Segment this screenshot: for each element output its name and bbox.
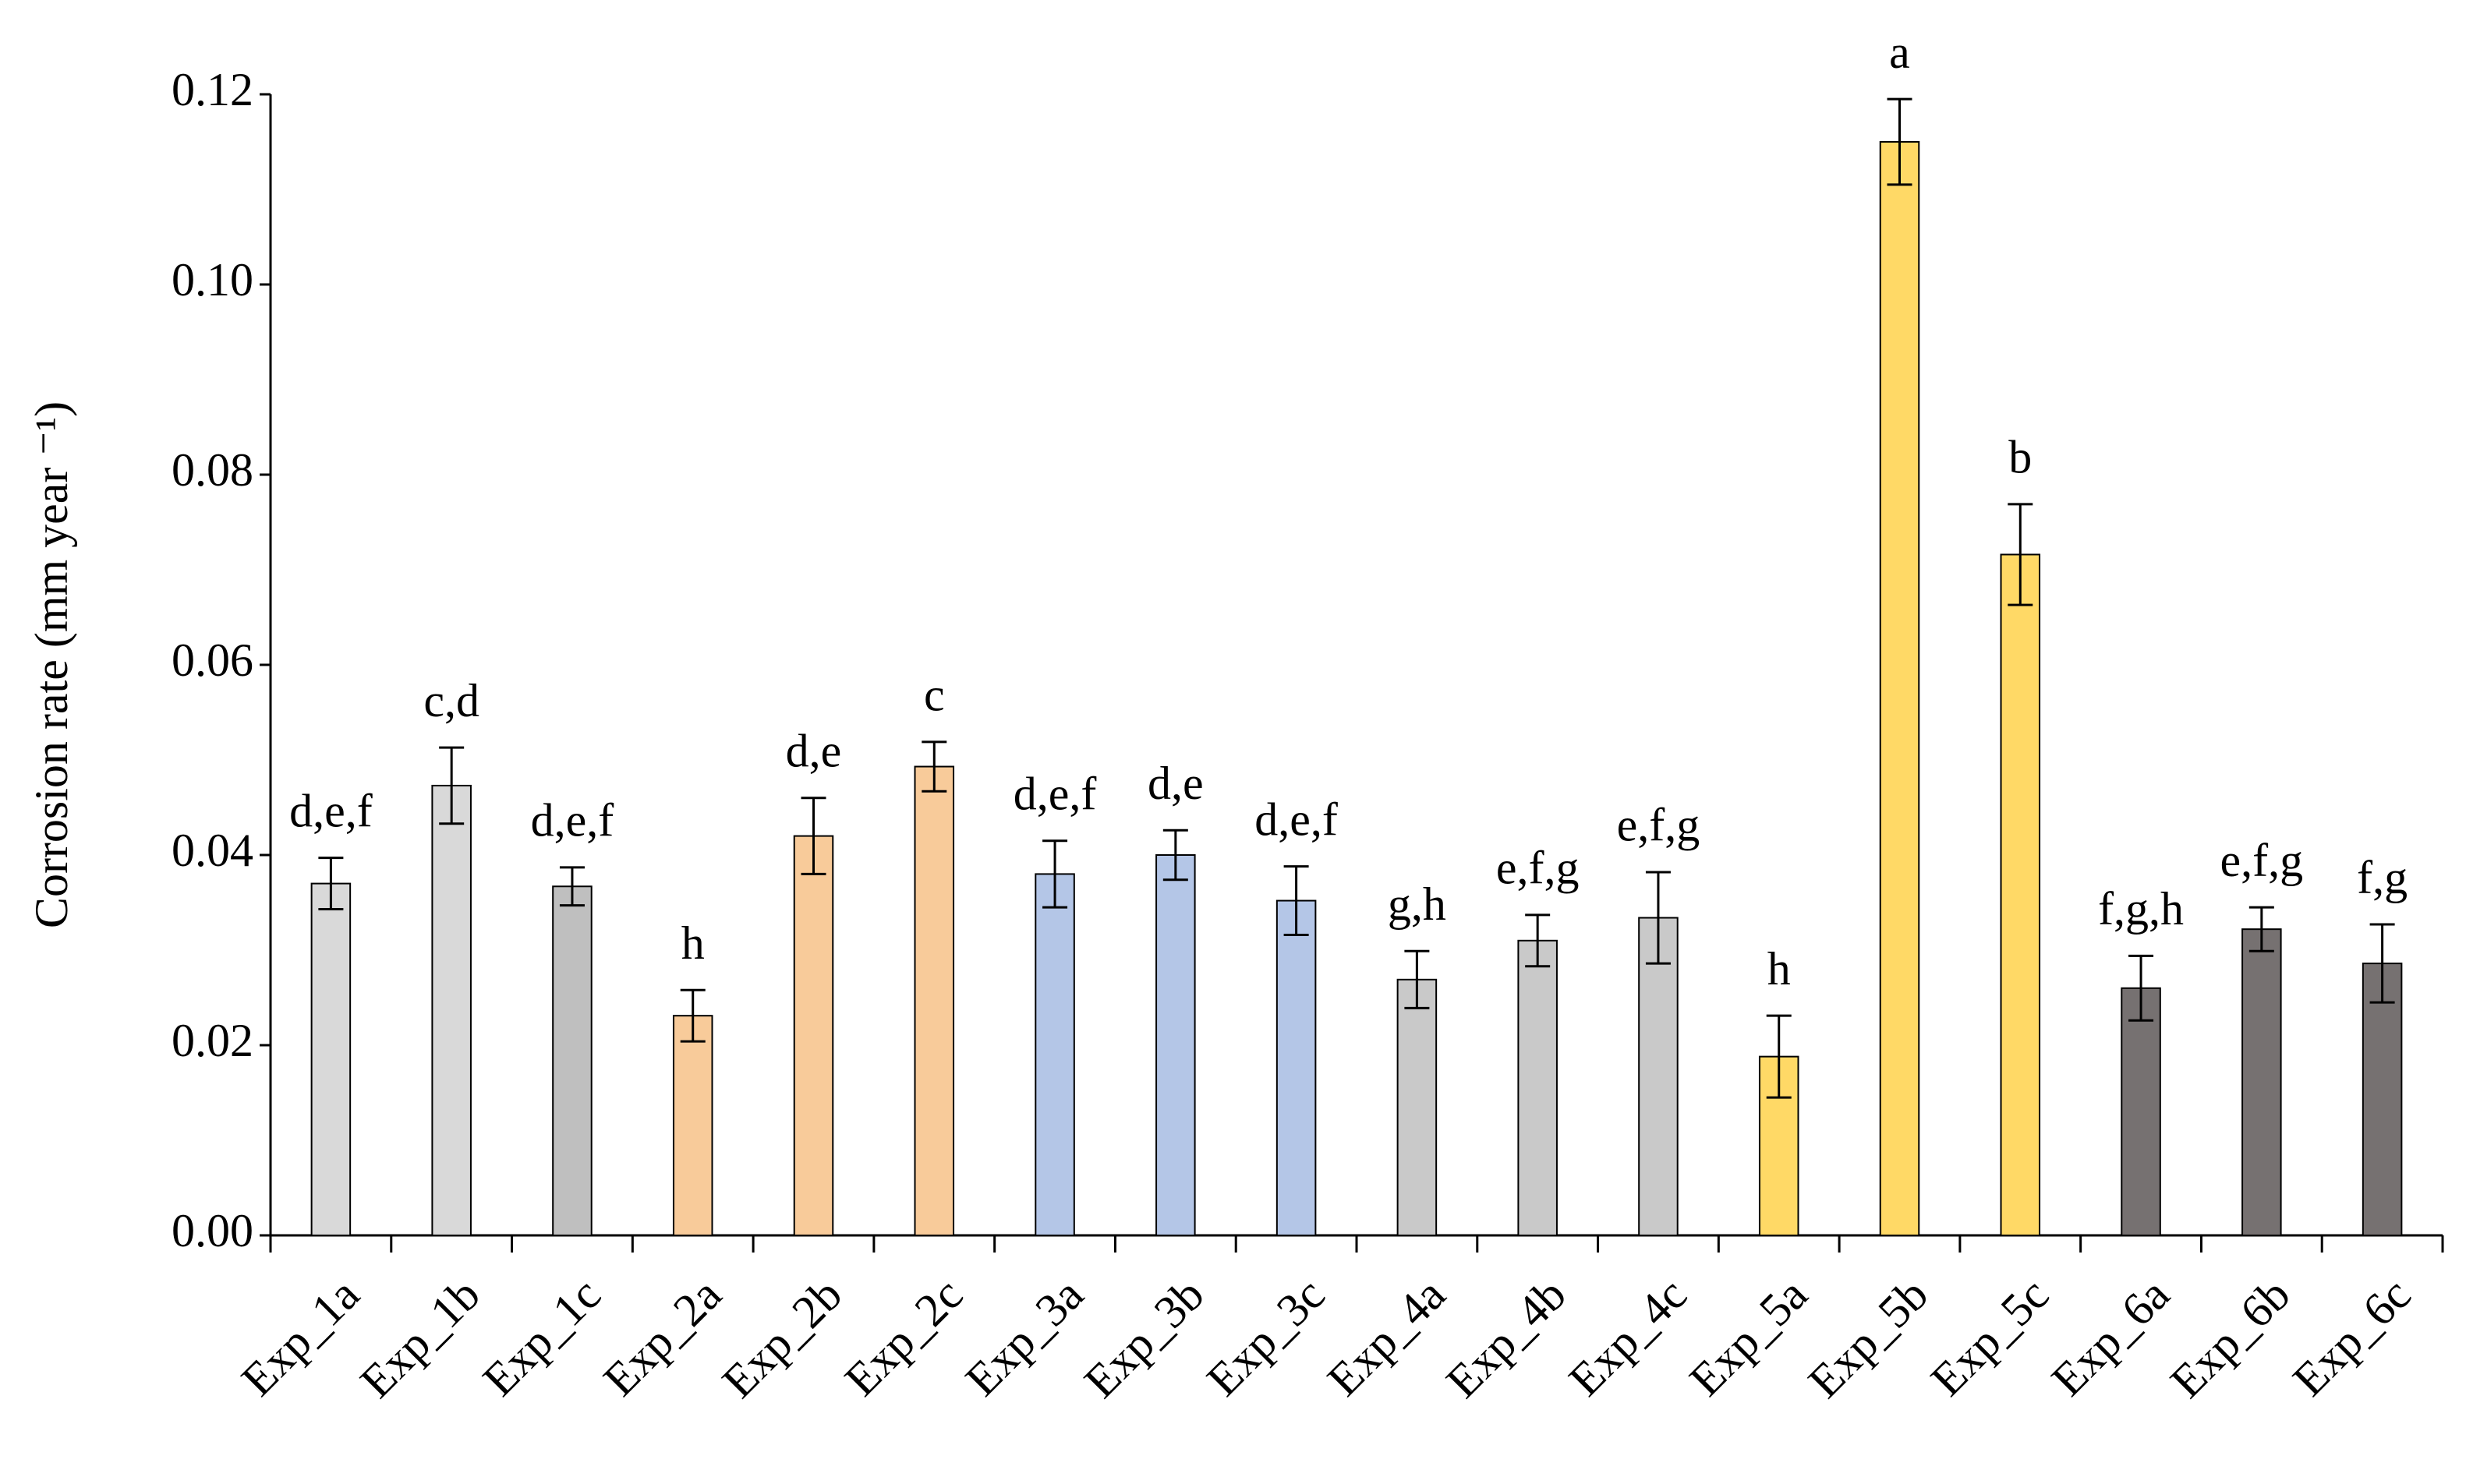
bar	[1155, 854, 1196, 1236]
significance-label: e,f,g	[1496, 843, 1580, 894]
x-tick-label: Exp_1b	[350, 1268, 490, 1408]
significance-label: d,e,f	[531, 795, 614, 846]
bar	[2000, 553, 2041, 1236]
bar	[1035, 873, 1075, 1237]
y-tick-label: 0.02	[172, 1015, 253, 1066]
significance-label: h	[681, 917, 705, 969]
x-tick-label: Exp_5c	[1921, 1268, 2058, 1405]
x-tick-label: Exp_5a	[1679, 1268, 1817, 1405]
bar	[1275, 899, 1317, 1237]
significance-label: d,e,f	[289, 785, 373, 836]
bar	[310, 882, 352, 1236]
x-tick-label: Exp_6c	[2283, 1268, 2420, 1405]
x-tick-label: Exp_5b	[1799, 1268, 1938, 1408]
bar	[1517, 939, 1558, 1237]
significance-label: d,e,f	[1254, 793, 1338, 845]
x-tick-label: Exp_2a	[593, 1268, 731, 1405]
x-tick-label: Exp_4c	[1559, 1268, 1696, 1405]
y-tick-label: 0.08	[172, 444, 253, 496]
y-axis-label: Corrosion rate (mm year ⁻¹)	[26, 401, 77, 928]
x-tick-label: Exp_3c	[1197, 1268, 1334, 1405]
significance-label: d,e	[1148, 758, 1204, 809]
significance-label: g,h	[1388, 878, 1446, 930]
x-tick-label: Exp_2b	[713, 1268, 852, 1408]
bar	[1638, 917, 1679, 1237]
bar	[1396, 978, 1438, 1236]
y-tick-label: 0.04	[172, 825, 253, 876]
bar	[1879, 141, 1920, 1236]
bar	[552, 885, 593, 1236]
significance-label: a	[1889, 26, 1910, 78]
x-tick-label: Exp_4a	[1318, 1268, 1455, 1405]
y-tick-label: 0.00	[172, 1205, 253, 1256]
significance-label: f,g	[2357, 852, 2408, 903]
x-tick-label: Exp_1c	[473, 1268, 610, 1405]
x-tick-label: Exp_1a	[232, 1268, 369, 1405]
y-tick-label: 0.10	[172, 254, 253, 306]
significance-label: d,e,f	[1014, 768, 1097, 819]
significance-label: b	[2008, 432, 2032, 483]
x-tick-label: Exp_3b	[1074, 1268, 1214, 1408]
y-tick-label: 0.12	[172, 64, 253, 115]
significance-label: e,f,g	[1617, 800, 1700, 851]
significance-label: f,g,h	[2098, 883, 2184, 935]
bar	[431, 784, 472, 1236]
significance-label: c	[924, 670, 945, 721]
x-tick-label: Exp_3a	[956, 1268, 1093, 1405]
significance-label: d,e	[786, 726, 842, 777]
x-tick-label: Exp_6a	[2042, 1268, 2179, 1405]
y-tick-label: 0.06	[172, 634, 253, 686]
bar	[2241, 928, 2282, 1237]
bar	[2121, 987, 2161, 1237]
significance-label: c,d	[423, 675, 479, 726]
x-tick-label: Exp_6b	[2160, 1268, 2300, 1408]
bar	[914, 765, 955, 1236]
bar	[672, 1015, 713, 1237]
x-tick-label: Exp_2c	[835, 1268, 972, 1405]
bar	[793, 835, 834, 1236]
x-tick-label: Exp_4b	[1436, 1268, 1576, 1408]
significance-label: e,f,g	[2220, 835, 2304, 886]
bar	[2362, 963, 2403, 1236]
significance-label: h	[1767, 943, 1791, 995]
